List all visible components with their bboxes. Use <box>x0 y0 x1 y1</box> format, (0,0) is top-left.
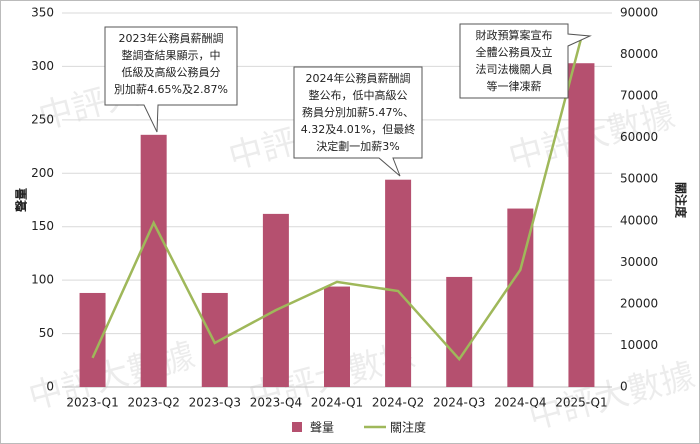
x-tick-label: 2023-Q2 <box>127 396 179 410</box>
bar <box>201 292 228 387</box>
annotation-text: 4.32及4.01%，但最終 <box>301 122 415 136</box>
y-tick-label: 200 <box>31 166 54 180</box>
annotation-text: 全體公務員及立 <box>476 45 553 59</box>
annotation-text: 低級及高級公務員分 <box>122 65 221 79</box>
y-tick-label: 150 <box>31 219 54 233</box>
x-tick-label: 2023-Q4 <box>250 396 302 410</box>
bar <box>568 63 595 387</box>
y2-tick-label: 50000 <box>620 172 658 186</box>
annotation-text: 別加薪4.65%及2.87% <box>114 83 228 96</box>
annotation-text: 整調查結果顯示，中 <box>122 48 221 62</box>
x-tick-label: 2024-Q2 <box>372 396 424 410</box>
y-tick-label: 300 <box>31 59 54 73</box>
y2-tick-label: 30000 <box>620 255 658 269</box>
y-tick-label: 0 <box>46 380 54 394</box>
y2-tick-label: 60000 <box>620 130 658 144</box>
annotation-text: 2023年公務員薪酬調 <box>119 31 224 45</box>
y-tick-label: 250 <box>31 112 54 126</box>
y-tick-label: 350 <box>31 6 54 20</box>
annotation-text: 等一律凍薪 <box>487 79 542 93</box>
annotation-text: 2024年公務員薪酬調 <box>306 71 411 85</box>
callout-box <box>104 26 238 133</box>
x-tick-label: 2024-Q4 <box>494 396 546 410</box>
y-tick-label: 50 <box>39 326 54 340</box>
y2-tick-label: 80000 <box>620 47 658 61</box>
y-axis-label: 聲量 <box>14 188 29 212</box>
annotation-text: 法司法機關人員 <box>476 62 553 76</box>
line <box>91 36 583 362</box>
annotation-text: 決定劃一加薪3% <box>316 139 399 153</box>
y2-tick-label: 10000 <box>620 338 658 352</box>
y2-axis-label: 關注度 <box>674 182 689 219</box>
bar <box>324 286 350 387</box>
bar <box>262 213 289 387</box>
y-tick-label: 100 <box>31 273 54 287</box>
annotation: 2023年公務員薪酬調整調查結果顯示，中低級及高級公務員分別加薪4.65%及2.… <box>104 26 238 133</box>
legend-swatch <box>292 422 302 432</box>
legend-label: 關注度 <box>390 420 426 435</box>
callout-box <box>293 66 423 177</box>
y2-tick-label: 70000 <box>620 89 658 103</box>
x-tick-label: 2025-Q1 <box>555 396 607 410</box>
x-tick-label: 2024-Q3 <box>433 396 485 410</box>
y2-tick-label: 0 <box>620 380 628 394</box>
bar <box>446 276 473 387</box>
legend-label: 聲量 <box>310 420 334 435</box>
bar <box>385 179 412 387</box>
y2-tick-label: 90000 <box>620 6 658 20</box>
callout-box <box>459 23 592 99</box>
bar <box>140 134 167 387</box>
x-tick-label: 2023-Q3 <box>189 396 241 410</box>
x-tick-label: 2024-Q1 <box>311 396 363 410</box>
y2-tick-label: 20000 <box>620 296 658 310</box>
y2-tick-label: 40000 <box>620 213 658 227</box>
x-tick-label: 2023-Q1 <box>66 396 118 410</box>
annotation-text: 整公布，低中高級公 <box>309 88 408 102</box>
annotation-text: 財政預算案宣布 <box>476 28 553 42</box>
annotation-text: 務員分別加薪5.47%、 <box>302 105 414 119</box>
